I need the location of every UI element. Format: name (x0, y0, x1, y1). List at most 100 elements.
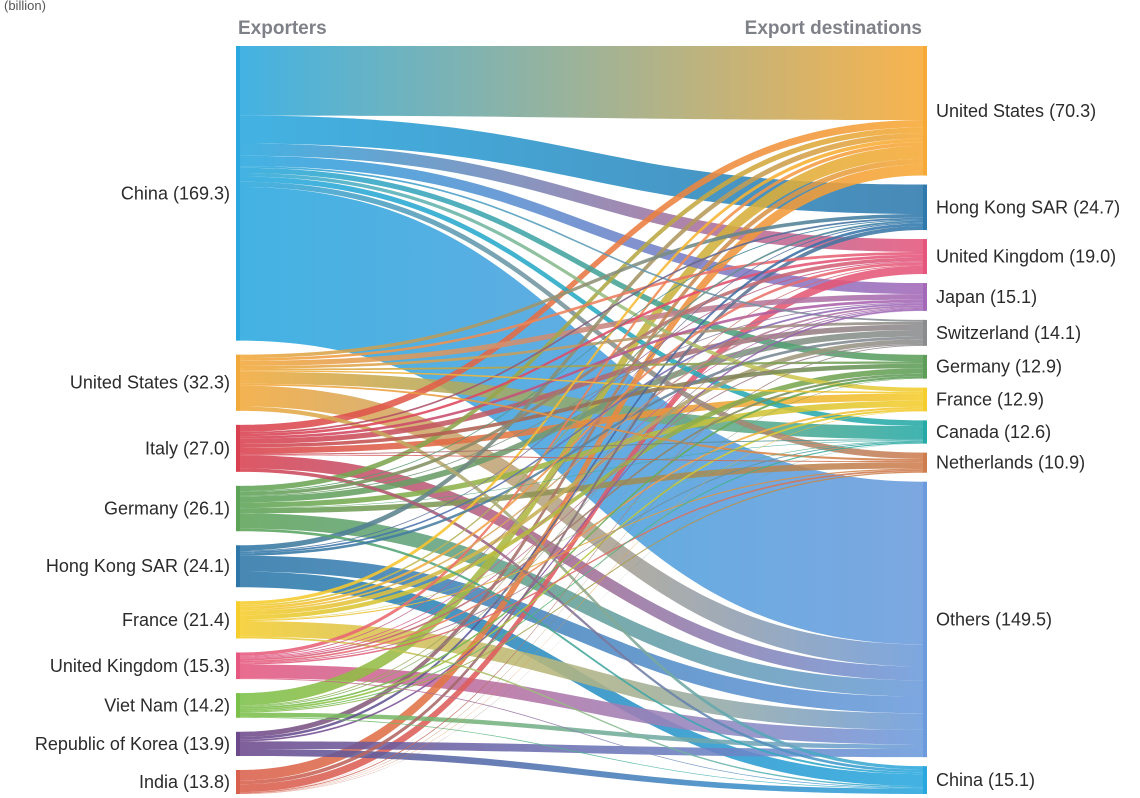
flow-hong-kong-sar-to-united-kingdom (240, 261, 924, 552)
flow-france-to-united-kingdom (240, 262, 924, 610)
flow-hong-kong-sar-to-japan (240, 303, 924, 554)
exporter-node-hong-kong-sar (236, 545, 240, 588)
flow-germany-to-france (240, 400, 924, 508)
destinations-column-title: Export destinations (745, 18, 922, 39)
flow-italy-to-united-kingdom (240, 254, 924, 437)
flow-germany-to-united-states (240, 127, 924, 492)
flow-italy-to-united-states (240, 120, 924, 432)
destination-node-others (923, 481, 927, 758)
exporter-node-france (236, 601, 240, 639)
destination-node-hong-kong-sar (923, 184, 927, 231)
destination-node-united-kingdom (923, 239, 927, 275)
flow-viet-nam-to-canada (240, 442, 924, 712)
flow-united-kingdom-to-china (240, 678, 924, 789)
flow-united-kingdom-to-netherlands (240, 469, 924, 665)
exporter-label-united-kingdom: United Kingdom (15.3) (50, 656, 230, 676)
destination-node-switzerland (923, 319, 927, 346)
flow-italy-to-hong-kong-sar (240, 217, 924, 434)
flow-germany-to-netherlands (240, 462, 924, 514)
exporter-label-italy: Italy (27.0) (145, 438, 230, 458)
nodes-layer (236, 46, 927, 794)
flow-united-kingdom-to-canada (240, 441, 924, 664)
flow-germany-to-china (240, 528, 924, 775)
flow-republic-of-korea-to-japan (240, 308, 924, 742)
flow-viet-nam-to-others (240, 712, 924, 750)
destination-label-switzerland: Switzerland (14.1) (936, 323, 1081, 343)
destination-label-canada: Canada (12.6) (936, 422, 1051, 442)
exporter-node-india (236, 769, 240, 794)
exporter-node-united-states (236, 354, 240, 411)
flow-united-states-to-hong-kong-sar (240, 214, 924, 359)
flow-china-to-united-kingdom (240, 143, 924, 252)
flow-united-kingdom-to-japan (240, 307, 924, 658)
flow-hong-kong-sar-to-others (240, 555, 924, 714)
flow-germany-to-united-kingdom (240, 257, 924, 496)
exporter-node-china (236, 46, 240, 341)
destination-label-others: Others (149.5) (936, 609, 1052, 629)
exporter-label-china: China (169.3) (121, 183, 230, 203)
exporter-label-republic-of-korea: Republic of Korea (13.9) (35, 734, 230, 754)
exporter-label-united-states: United States (32.3) (70, 373, 230, 393)
flow-united-states-to-netherlands (240, 383, 924, 462)
flow-france-to-switzerland (240, 339, 924, 616)
destination-node-china (923, 766, 927, 794)
labels-layer: China (169.3) United States (32.3) Italy (… (35, 101, 1120, 792)
exporter-node-republic-of-korea (236, 731, 240, 756)
exporters-column-title: Exporters (238, 18, 327, 39)
flow-france-to-china (240, 636, 924, 788)
flow-viet-nam-to-japan (240, 307, 924, 708)
flow-united-states-to-germany (240, 361, 924, 371)
flow-germany-to-switzerland (240, 330, 924, 503)
flow-india-to-hong-kong-sar (240, 225, 924, 785)
exporter-label-viet-nam: Viet Nam (14.2) (104, 695, 230, 715)
flow-united-states-to-japan (240, 294, 924, 366)
flow-india-to-canada (240, 443, 924, 794)
flow-india-to-united-states (240, 164, 924, 781)
destination-node-japan (923, 283, 927, 311)
exporter-node-united-kingdom (236, 652, 240, 680)
destination-label-united-states: United States (70.3) (936, 101, 1096, 121)
destination-label-germany: Germany (12.9) (936, 357, 1062, 377)
flow-china-to-japan (240, 155, 924, 295)
flow-china-to-germany (240, 167, 924, 362)
flow-united-kingdom-to-hong-kong-sar (240, 222, 924, 657)
flow-germany-to-others (240, 513, 924, 697)
flow-viet-nam-to-united-kingdom (240, 264, 924, 707)
flow-united-kingdom-to-germany (240, 373, 924, 661)
flow-france-to-others (240, 621, 924, 730)
destination-label-united-kingdom: United Kingdom (19.0) (936, 247, 1116, 267)
flow-viet-nam-to-netherlands (240, 471, 924, 713)
flow-india-to-japan (240, 310, 924, 793)
flow-republic-of-korea-to-united-states (240, 158, 924, 738)
flow-republic-of-korea-to-hong-kong-sar (240, 223, 924, 740)
flow-italy-to-germany (240, 363, 924, 448)
flow-china-to-switzerland (240, 166, 924, 322)
flow-china-to-netherlands (240, 181, 924, 459)
exporter-label-france: France (21.4) (122, 610, 230, 630)
flow-hong-kong-sar-to-united-states (240, 132, 924, 551)
flow-republic-of-korea-to-china (240, 749, 924, 794)
flow-china-to-france (240, 173, 924, 392)
flow-france-to-germany (240, 368, 924, 620)
destination-label-france: France (12.9) (936, 390, 1044, 410)
destination-label-hong-kong-sar: Hong Kong SAR (24.7) (936, 197, 1120, 217)
flows-layer (240, 46, 924, 794)
flow-viet-nam-to-france (240, 408, 924, 711)
flow-germany-to-canada (240, 440, 924, 509)
flow-italy-to-china (240, 468, 924, 773)
exporter-label-hong-kong-sar: Hong Kong SAR (24.1) (46, 556, 230, 576)
flow-italy-to-netherlands (240, 454, 924, 463)
flow-viet-nam-to-china (240, 716, 924, 789)
flow-italy-to-france (240, 393, 924, 454)
flow-france-to-netherlands (240, 468, 924, 622)
flow-united-states-to-china (240, 406, 924, 770)
destination-node-germany (923, 354, 927, 379)
flow-france-to-hong-kong-sar (240, 220, 924, 607)
flow-united-states-to-united-kingdom (240, 251, 924, 361)
flow-united-kingdom-to-france (240, 406, 924, 663)
destination-node-netherlands (923, 452, 927, 473)
flow-india-to-switzerland (240, 344, 924, 794)
destination-label-china: China (15.1) (936, 770, 1035, 790)
flow-united-states-to-france (240, 370, 924, 394)
